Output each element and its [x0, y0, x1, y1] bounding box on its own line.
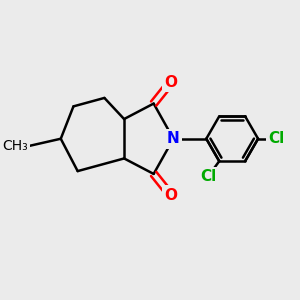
Text: Cl: Cl: [200, 169, 216, 184]
Text: CH₃: CH₃: [3, 139, 28, 153]
Text: N: N: [167, 131, 180, 146]
Text: Cl: Cl: [268, 131, 284, 146]
Text: O: O: [164, 188, 177, 202]
Text: O: O: [164, 75, 177, 90]
